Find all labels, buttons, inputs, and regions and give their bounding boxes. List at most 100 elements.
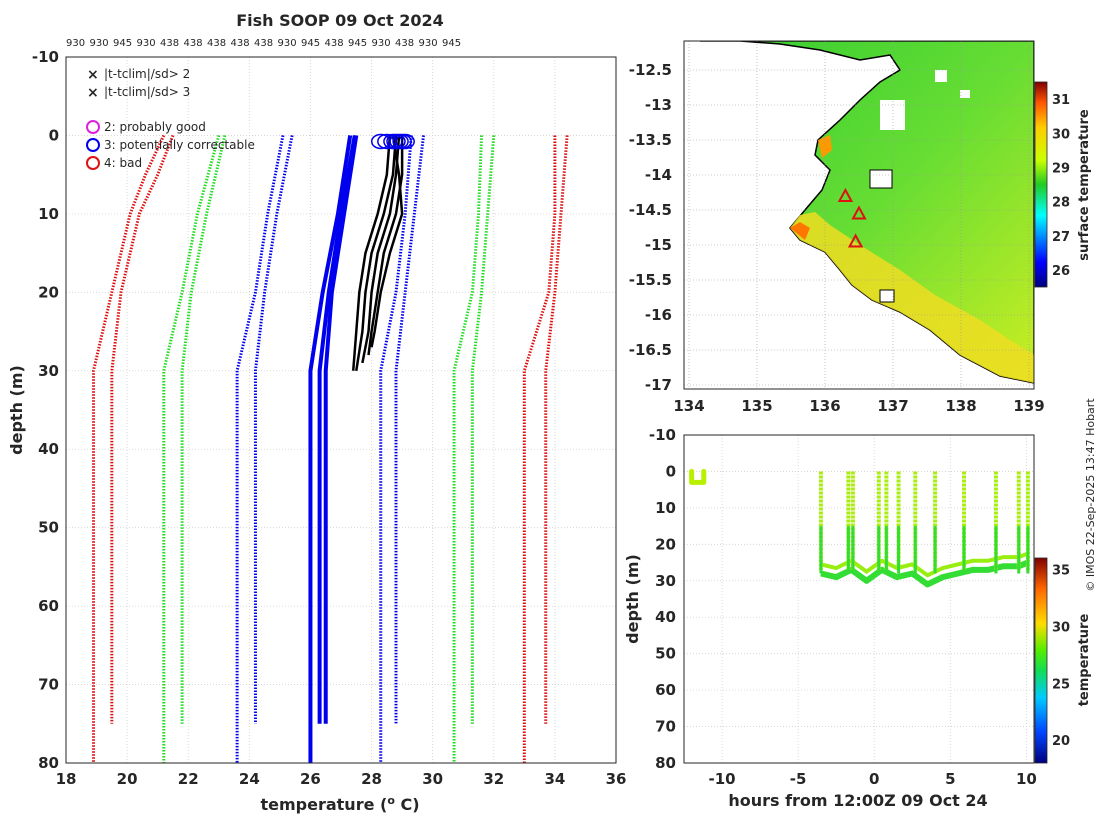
map-stations: [837, 187, 867, 248]
map-y-tick-label: -15: [645, 236, 672, 254]
top-code-label: 945: [442, 38, 461, 49]
top-code-label: 930: [90, 38, 109, 49]
timedepth-axes-box: [683, 434, 1035, 764]
station-marker: [847, 233, 864, 248]
map-x-tick-label: 139: [1013, 397, 1044, 415]
map-cloud-3: [960, 90, 970, 98]
td-x-tick-label: -10: [708, 770, 735, 788]
td-x-tick-label: 0: [869, 770, 879, 788]
sst-map: [684, 41, 1034, 389]
top-code-label: 945: [301, 38, 320, 49]
x-tick-label: 30: [422, 770, 443, 788]
td-x-tick-label: -5: [790, 770, 807, 788]
x-tick-label: 20: [117, 770, 138, 788]
td-colorbar-tick-label: 25: [1052, 677, 1070, 692]
series-clim-mean-b: [317, 135, 357, 724]
legend-flag-red: |t-tclim|/sd> 3: [104, 85, 190, 99]
x-tick-label: 36: [606, 770, 627, 788]
profile-series-group: [92, 134, 569, 763]
timedepth-data: [689, 468, 1030, 588]
legend-qc4: 4: bad: [104, 156, 142, 170]
top-code-label: 930: [66, 38, 85, 49]
td-y-tick-label: 80: [655, 754, 676, 772]
map-colorbar-tick-label: 29: [1052, 161, 1070, 176]
legend-qc3: 3: potentially correctable: [104, 138, 255, 152]
td-x-tick-label: 5: [945, 770, 955, 788]
timedepth-colorbar-ticks: 20 25 30 35: [1052, 563, 1070, 749]
map-x-tick-label: 136: [809, 397, 840, 415]
series-clim-3sd-a: [522, 135, 557, 763]
top-code-label: 438: [160, 38, 179, 49]
map-y-tick-label: -16.5: [629, 341, 672, 359]
map-colorbar-tick-label: 26: [1052, 264, 1070, 279]
y-tick-label: 30: [38, 362, 59, 380]
top-code-label: 945: [348, 38, 367, 49]
station-marker: [851, 205, 867, 220]
y-tick-label: 70: [38, 676, 59, 694]
td-y-tick-label: -10: [649, 426, 676, 444]
legend-red-x-icon: ×: [87, 85, 99, 101]
x-tick-label: 34: [544, 770, 565, 788]
top-code-label: 438: [231, 38, 250, 49]
legend-blue-circle-icon: [86, 138, 100, 152]
profile-axes-box: [65, 56, 617, 764]
series-profile-5: [370, 135, 404, 348]
map-ticks: 134 135 136 137 138 139 -12.5 -13 -13.5 -14 -14.5 -…: [629, 61, 1045, 415]
timedepth-colorbar-label: temperature: [1077, 614, 1092, 707]
y-tick-label: 60: [38, 597, 59, 615]
profile-ticks: 18 20 22 24 26 28 30 32 34 36 -10 0 10 20 30 40 50 60 70 80: [32, 48, 627, 788]
td-y-tick-label: 60: [655, 681, 676, 699]
top-code-label: 945: [113, 38, 132, 49]
map-grid: [684, 41, 1034, 389]
td-colorbar-tick-label: 20: [1052, 734, 1070, 749]
chart-title: Fish SOOP 09 Oct 2024: [236, 11, 444, 30]
map-y-tick-label: -14: [645, 166, 672, 184]
series-clim-mean-c: [323, 135, 359, 724]
station-marker: [837, 187, 854, 202]
top-code-labels: 930 930 945 930 438 438 438 438 438 930 945 438 945 9…: [66, 38, 461, 49]
map-colorbar-label: surface temperature: [1077, 109, 1092, 261]
top-code-label: 930: [419, 38, 438, 49]
map-y-tick-label: -14.5: [629, 201, 672, 219]
series-clim-1sd-a: [379, 135, 413, 763]
credit-text: © IMOS 22-Sep-2025 13:47 Hobart: [1084, 398, 1097, 592]
map-hot-spot: [790, 222, 810, 240]
map-x-tick-label: 134: [673, 397, 704, 415]
legend-green-x-icon: ×: [87, 67, 99, 83]
series-clim-1sd-b: [253, 135, 294, 724]
map-colorbar-tick-label: 31: [1052, 93, 1070, 108]
series-clim-3sd-a: [92, 134, 166, 763]
x-tick-label: 22: [178, 770, 199, 788]
series-clim-3sd-b: [110, 134, 175, 724]
x-tick-label: 24: [239, 770, 260, 788]
map-cloud-2: [880, 100, 905, 130]
td-x-tick-label: 10: [1016, 770, 1037, 788]
series-clim-2sd-b: [180, 135, 227, 724]
series-profile-4: [367, 135, 404, 356]
map-island-2: [879, 289, 895, 303]
td-y-tick-label: 20: [655, 535, 676, 553]
series-profile-1: [351, 135, 392, 371]
map-colorbar-ticks: 26 27 28 29 30 31: [1052, 93, 1070, 279]
top-code-label: 438: [207, 38, 226, 49]
profile-x-label: temperature (o C): [260, 794, 419, 814]
map-y-tick-label: -13.5: [629, 131, 672, 149]
series-clim-mean-a: [308, 135, 353, 763]
legend: × |t-tclim|/sd> 2 × |t-tclim|/sd> 3 2: p…: [86, 67, 255, 170]
profile-plot-area: [66, 57, 616, 763]
td-y-tick-label: 30: [655, 572, 676, 590]
timedepth-x-label: hours from 12:00Z 09 Oct 24: [728, 791, 987, 810]
td-bottom-path: [820, 559, 1030, 588]
top-code-label: 438: [254, 38, 273, 49]
map-y-tick-label: -13: [645, 96, 672, 114]
legend-magenta-circle-icon: [86, 120, 100, 134]
td-y-tick-label: 0: [666, 462, 676, 480]
map-axes-box: [683, 40, 1035, 390]
map-y-tick-label: -16: [645, 306, 672, 324]
top-code-label: 438: [395, 38, 414, 49]
y-tick-label: 80: [38, 754, 59, 772]
y-tick-label: 50: [38, 519, 59, 537]
td-y-tick-label: 50: [655, 645, 676, 663]
x-tick-label: 32: [483, 770, 504, 788]
